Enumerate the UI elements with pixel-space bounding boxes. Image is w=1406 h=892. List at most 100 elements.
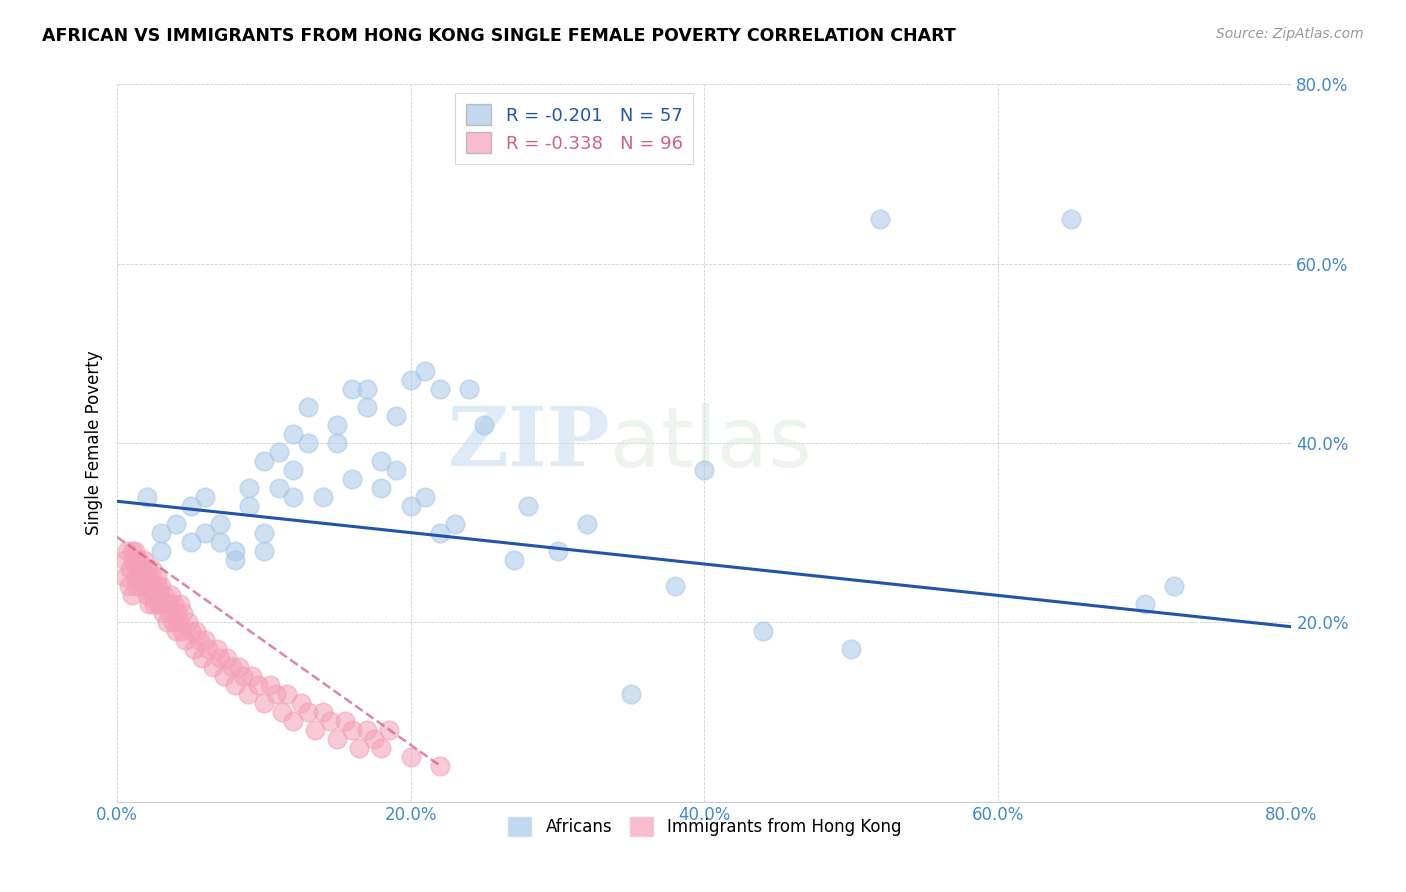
- Point: [356, 723, 378, 737]
- Point: [839, 642, 862, 657]
- Point: [264, 687, 287, 701]
- Point: [253, 454, 276, 468]
- Point: [150, 525, 173, 540]
- Point: [125, 579, 148, 593]
- Point: [752, 624, 775, 639]
- Point: [150, 579, 173, 593]
- Point: [166, 607, 188, 621]
- Point: [169, 598, 191, 612]
- Point: [162, 615, 184, 630]
- Point: [693, 463, 716, 477]
- Point: [312, 705, 335, 719]
- Point: [370, 740, 392, 755]
- Point: [399, 499, 422, 513]
- Point: [1133, 598, 1156, 612]
- Point: [214, 669, 236, 683]
- Point: [139, 588, 162, 602]
- Point: [415, 490, 437, 504]
- Point: [152, 607, 174, 621]
- Point: [238, 481, 260, 495]
- Point: [221, 660, 243, 674]
- Point: [385, 463, 408, 477]
- Point: [259, 678, 281, 692]
- Point: [125, 552, 148, 566]
- Point: [283, 490, 305, 504]
- Point: [141, 579, 163, 593]
- Point: [276, 687, 298, 701]
- Point: [138, 598, 160, 612]
- Point: [620, 687, 643, 701]
- Point: [232, 669, 254, 683]
- Point: [270, 705, 292, 719]
- Point: [517, 499, 540, 513]
- Point: [149, 588, 172, 602]
- Point: [129, 579, 152, 593]
- Point: [129, 561, 152, 575]
- Point: [399, 373, 422, 387]
- Point: [180, 624, 202, 639]
- Point: [136, 561, 159, 575]
- Point: [297, 705, 319, 719]
- Point: [326, 731, 349, 746]
- Point: [1060, 211, 1083, 226]
- Text: AFRICAN VS IMMIGRANTS FROM HONG KONG SINGLE FEMALE POVERTY CORRELATION CHART: AFRICAN VS IMMIGRANTS FROM HONG KONG SIN…: [42, 27, 956, 45]
- Point: [148, 598, 170, 612]
- Point: [326, 418, 349, 433]
- Point: [136, 579, 159, 593]
- Point: [429, 525, 451, 540]
- Point: [370, 481, 392, 495]
- Point: [326, 436, 349, 450]
- Point: [228, 660, 250, 674]
- Point: [283, 714, 305, 728]
- Point: [135, 570, 157, 584]
- Point: [575, 516, 598, 531]
- Point: [156, 615, 179, 630]
- Point: [128, 552, 150, 566]
- Point: [150, 598, 173, 612]
- Point: [253, 696, 276, 710]
- Point: [240, 669, 263, 683]
- Point: [120, 561, 142, 575]
- Point: [135, 588, 157, 602]
- Point: [664, 579, 686, 593]
- Text: Source: ZipAtlas.com: Source: ZipAtlas.com: [1216, 27, 1364, 41]
- Point: [224, 678, 246, 692]
- Point: [165, 624, 187, 639]
- Point: [340, 723, 363, 737]
- Point: [429, 758, 451, 772]
- Point: [128, 570, 150, 584]
- Point: [148, 579, 170, 593]
- Point: [155, 598, 177, 612]
- Point: [443, 516, 465, 531]
- Point: [319, 714, 342, 728]
- Point: [349, 740, 371, 755]
- Point: [117, 543, 139, 558]
- Point: [472, 418, 495, 433]
- Point: [122, 552, 145, 566]
- Point: [183, 642, 205, 657]
- Point: [160, 588, 183, 602]
- Point: [167, 615, 190, 630]
- Point: [201, 660, 224, 674]
- Point: [297, 400, 319, 414]
- Point: [134, 561, 156, 575]
- Point: [238, 499, 260, 513]
- Point: [194, 633, 217, 648]
- Point: [205, 642, 228, 657]
- Point: [370, 454, 392, 468]
- Point: [121, 543, 143, 558]
- Point: [224, 552, 246, 566]
- Point: [224, 543, 246, 558]
- Point: [114, 570, 136, 584]
- Text: atlas: atlas: [610, 402, 813, 483]
- Point: [186, 624, 208, 639]
- Point: [139, 570, 162, 584]
- Point: [399, 749, 422, 764]
- Point: [143, 588, 166, 602]
- Point: [124, 570, 146, 584]
- Point: [124, 543, 146, 558]
- Point: [188, 633, 211, 648]
- Point: [502, 552, 524, 566]
- Point: [304, 723, 326, 737]
- Point: [121, 588, 143, 602]
